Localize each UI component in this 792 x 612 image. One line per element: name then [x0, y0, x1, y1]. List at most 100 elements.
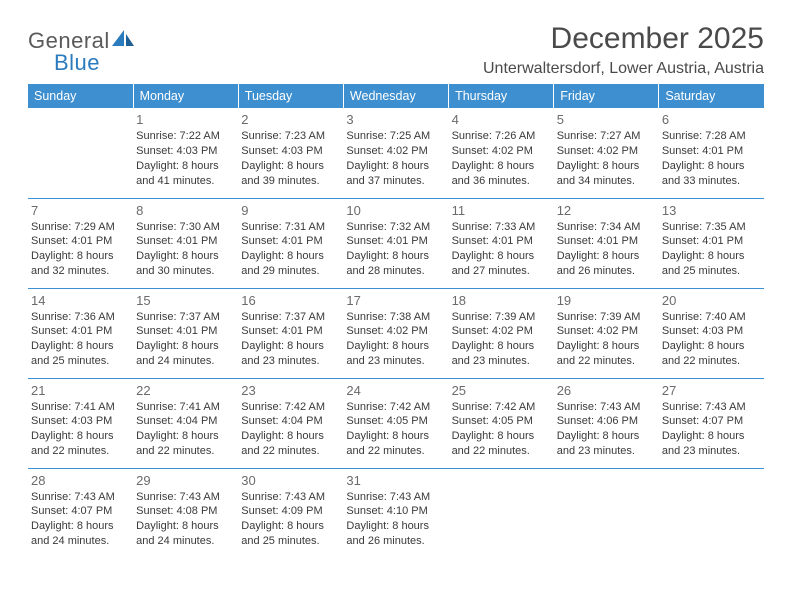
calendar-week-row: 21 Sunrise: 7:41 AMSunset: 4:03 PMDayligh…: [28, 378, 764, 468]
day-details: Sunrise: 7:43 AMSunset: 4:10 PMDaylight:…: [346, 490, 445, 549]
calendar-cell: [659, 468, 764, 558]
day-number: 23: [241, 383, 340, 398]
day-number: 27: [662, 383, 761, 398]
header: General Blue December 2025 Unterwaltersd…: [28, 22, 764, 78]
day-details: Sunrise: 7:42 AMSunset: 4:05 PMDaylight:…: [452, 400, 551, 459]
day-number: 1: [136, 112, 235, 127]
day-header: Wednesday: [343, 84, 448, 108]
day-details: Sunrise: 7:33 AMSunset: 4:01 PMDaylight:…: [452, 220, 551, 279]
day-details: Sunrise: 7:42 AMSunset: 4:04 PMDaylight:…: [241, 400, 340, 459]
calendar-cell: 11 Sunrise: 7:33 AMSunset: 4:01 PMDayligh…: [449, 198, 554, 288]
day-details: Sunrise: 7:36 AMSunset: 4:01 PMDaylight:…: [31, 310, 130, 369]
day-details: Sunrise: 7:22 AMSunset: 4:03 PMDaylight:…: [136, 129, 235, 188]
day-number: 14: [31, 293, 130, 308]
page-subtitle: Unterwaltersdorf, Lower Austria, Austria: [483, 60, 764, 78]
day-number: 2: [241, 112, 340, 127]
day-number: 8: [136, 203, 235, 218]
day-details: Sunrise: 7:39 AMSunset: 4:02 PMDaylight:…: [557, 310, 656, 369]
day-header: Monday: [133, 84, 238, 108]
day-details: Sunrise: 7:30 AMSunset: 4:01 PMDaylight:…: [136, 220, 235, 279]
calendar-cell: 23 Sunrise: 7:42 AMSunset: 4:04 PMDayligh…: [238, 378, 343, 468]
day-details: Sunrise: 7:37 AMSunset: 4:01 PMDaylight:…: [241, 310, 340, 369]
day-details: Sunrise: 7:42 AMSunset: 4:05 PMDaylight:…: [346, 400, 445, 459]
calendar-cell: [554, 468, 659, 558]
day-number: 29: [136, 473, 235, 488]
day-number: 28: [31, 473, 130, 488]
calendar-cell: 22Sunrise: 7:41 AMSunset: 4:04 PMDayligh…: [133, 378, 238, 468]
calendar-week-row: 28 Sunrise: 7:43 AMSunset: 4:07 PMDayligh…: [28, 468, 764, 558]
calendar-cell: 9 Sunrise: 7:31 AMSunset: 4:01 PMDaylight…: [238, 198, 343, 288]
day-number: 10: [346, 203, 445, 218]
day-details: Sunrise: 7:39 AMSunset: 4:02 PMDaylight:…: [452, 310, 551, 369]
day-number: 30: [241, 473, 340, 488]
day-details: Sunrise: 7:38 AMSunset: 4:02 PMDaylight:…: [346, 310, 445, 369]
calendar-cell: 21 Sunrise: 7:41 AMSunset: 4:03 PMDayligh…: [28, 378, 133, 468]
day-number: 21: [31, 383, 130, 398]
day-details: Sunrise: 7:41 AMSunset: 4:04 PMDaylight:…: [136, 400, 235, 459]
calendar-cell: [28, 108, 133, 198]
calendar-cell: 7 Sunrise: 7:29 AMSunset: 4:01 PMDaylight…: [28, 198, 133, 288]
calendar-cell: 6Sunrise: 7:28 AMSunset: 4:01 PMDaylight…: [659, 108, 764, 198]
calendar-cell: 31Sunrise: 7:43 AMSunset: 4:10 PMDayligh…: [343, 468, 448, 558]
day-details: Sunrise: 7:37 AMSunset: 4:01 PMDaylight:…: [136, 310, 235, 369]
day-details: Sunrise: 7:41 AMSunset: 4:03 PMDaylight:…: [31, 400, 130, 459]
day-header: Saturday: [659, 84, 764, 108]
day-number: 15: [136, 293, 235, 308]
day-number: 12: [557, 203, 656, 218]
day-number: 24: [346, 383, 445, 398]
calendar-cell: 4 Sunrise: 7:26 AMSunset: 4:02 PMDaylight…: [449, 108, 554, 198]
day-details: Sunrise: 7:43 AMSunset: 4:07 PMDaylight:…: [662, 400, 761, 459]
day-number: 18: [452, 293, 551, 308]
calendar-cell: 27 Sunrise: 7:43 AMSunset: 4:07 PMDayligh…: [659, 378, 764, 468]
day-details: Sunrise: 7:43 AMSunset: 4:07 PMDaylight:…: [31, 490, 130, 549]
calendar-cell: 13Sunrise: 7:35 AMSunset: 4:01 PMDayligh…: [659, 198, 764, 288]
calendar-table: SundayMondayTuesdayWednesdayThursdayFrid…: [28, 84, 764, 558]
day-number: 4: [452, 112, 551, 127]
calendar-cell: [449, 468, 554, 558]
day-number: 26: [557, 383, 656, 398]
calendar-week-row: 1 Sunrise: 7:22 AMSunset: 4:03 PMDaylight…: [28, 108, 764, 198]
day-number: 19: [557, 293, 656, 308]
calendar-cell: 2 Sunrise: 7:23 AMSunset: 4:03 PMDaylight…: [238, 108, 343, 198]
day-header: Friday: [554, 84, 659, 108]
day-details: Sunrise: 7:32 AMSunset: 4:01 PMDaylight:…: [346, 220, 445, 279]
day-details: Sunrise: 7:28 AMSunset: 4:01 PMDaylight:…: [662, 129, 761, 188]
calendar-cell: 18 Sunrise: 7:39 AMSunset: 4:02 PMDayligh…: [449, 288, 554, 378]
day-details: Sunrise: 7:31 AMSunset: 4:01 PMDaylight:…: [241, 220, 340, 279]
day-number: 3: [346, 112, 445, 127]
day-details: Sunrise: 7:26 AMSunset: 4:02 PMDaylight:…: [452, 129, 551, 188]
calendar-cell: 14 Sunrise: 7:36 AMSunset: 4:01 PMDayligh…: [28, 288, 133, 378]
calendar-cell: 15 Sunrise: 7:37 AMSunset: 4:01 PMDayligh…: [133, 288, 238, 378]
day-number: 5: [557, 112, 656, 127]
day-number: 9: [241, 203, 340, 218]
page-title: December 2025: [483, 22, 764, 56]
logo: General Blue: [28, 22, 136, 76]
day-details: Sunrise: 7:43 AMSunset: 4:06 PMDaylight:…: [557, 400, 656, 459]
calendar-cell: 30Sunrise: 7:43 AMSunset: 4:09 PMDayligh…: [238, 468, 343, 558]
day-header: Thursday: [449, 84, 554, 108]
day-number: 20: [662, 293, 761, 308]
calendar-week-row: 7 Sunrise: 7:29 AMSunset: 4:01 PMDaylight…: [28, 198, 764, 288]
calendar-cell: 20Sunrise: 7:40 AMSunset: 4:03 PMDayligh…: [659, 288, 764, 378]
day-number: 7: [31, 203, 130, 218]
day-number: 13: [662, 203, 761, 218]
calendar-week-row: 14 Sunrise: 7:36 AMSunset: 4:01 PMDayligh…: [28, 288, 764, 378]
calendar-cell: 19 Sunrise: 7:39 AMSunset: 4:02 PMDayligh…: [554, 288, 659, 378]
day-details: Sunrise: 7:29 AMSunset: 4:01 PMDaylight:…: [31, 220, 130, 279]
day-number: 25: [452, 383, 551, 398]
calendar-cell: 1 Sunrise: 7:22 AMSunset: 4:03 PMDaylight…: [133, 108, 238, 198]
day-number: 11: [452, 203, 551, 218]
logo-sail-icon: [110, 28, 136, 53]
day-number: 16: [241, 293, 340, 308]
calendar-cell: 24 Sunrise: 7:42 AMSunset: 4:05 PMDayligh…: [343, 378, 448, 468]
day-details: Sunrise: 7:34 AMSunset: 4:01 PMDaylight:…: [557, 220, 656, 279]
day-details: Sunrise: 7:27 AMSunset: 4:02 PMDaylight:…: [557, 129, 656, 188]
calendar-cell: 26 Sunrise: 7:43 AMSunset: 4:06 PMDayligh…: [554, 378, 659, 468]
day-header: Sunday: [28, 84, 133, 108]
day-details: Sunrise: 7:25 AMSunset: 4:02 PMDaylight:…: [346, 129, 445, 188]
calendar-cell: 8 Sunrise: 7:30 AMSunset: 4:01 PMDaylight…: [133, 198, 238, 288]
logo-text-blue: Blue: [54, 50, 136, 76]
calendar-cell: 28 Sunrise: 7:43 AMSunset: 4:07 PMDayligh…: [28, 468, 133, 558]
day-details: Sunrise: 7:23 AMSunset: 4:03 PMDaylight:…: [241, 129, 340, 188]
calendar-cell: 16 Sunrise: 7:37 AMSunset: 4:01 PMDayligh…: [238, 288, 343, 378]
